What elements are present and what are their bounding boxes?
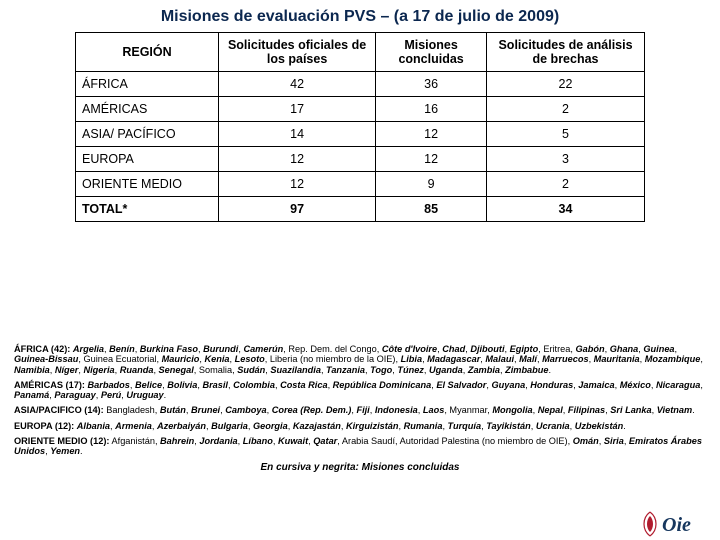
row-europa: EUROPA 12 12 3 bbox=[76, 147, 645, 172]
cell-num: 97 bbox=[219, 197, 376, 222]
note-body: Bangladesh, Bután, Brunei, Camboya, Core… bbox=[106, 405, 695, 415]
cell-num: 12 bbox=[219, 147, 376, 172]
note-head: ASIA/PACIFICO (14): bbox=[14, 405, 104, 415]
cell-num: 14 bbox=[219, 122, 376, 147]
footnotes-block: ÁFRICA (42): Argelia, Benín, Burkina Fas… bbox=[14, 344, 706, 473]
note-oriente: ORIENTE MEDIO (12): Afganistán, Bahrein,… bbox=[14, 436, 706, 457]
note-head: ÁFRICA (42): bbox=[14, 344, 70, 354]
svg-text:Oie: Oie bbox=[662, 514, 691, 536]
slide-title: Misiones de evaluación PVS – (a 17 de ju… bbox=[14, 8, 706, 26]
cell-num: 12 bbox=[219, 172, 376, 197]
note-head: AMÉRICAS (17): bbox=[14, 380, 85, 390]
col-misiones: Misiones concluidas bbox=[376, 33, 487, 72]
cell-region: ORIENTE MEDIO bbox=[76, 172, 219, 197]
cell-num: 36 bbox=[376, 72, 487, 97]
cell-num: 5 bbox=[487, 122, 645, 147]
oie-logo: Oie bbox=[640, 510, 704, 538]
cell-num: 22 bbox=[487, 72, 645, 97]
row-africa: ÁFRICA 42 36 22 bbox=[76, 72, 645, 97]
note-africa: ÁFRICA (42): Argelia, Benín, Burkina Fas… bbox=[14, 344, 706, 375]
col-sol-of: Solicitudes oficiales de los países bbox=[219, 33, 376, 72]
note-europa: EUROPA (12): Albania, Armenia, Azerbaiyá… bbox=[14, 421, 706, 431]
cell-num: 42 bbox=[219, 72, 376, 97]
cell-num: 16 bbox=[376, 97, 487, 122]
cell-num: 12 bbox=[376, 122, 487, 147]
cell-region: AMÉRICAS bbox=[76, 97, 219, 122]
note-body: Albania, Armenia, Azerbaiyán, Bulgaria, … bbox=[77, 421, 626, 431]
cell-num: 9 bbox=[376, 172, 487, 197]
col-region: REGIÓN bbox=[76, 33, 219, 72]
note-body: Argelia, Benín, Burkina Faso, Burundi, C… bbox=[14, 344, 703, 375]
note-head: ORIENTE MEDIO (12): bbox=[14, 436, 109, 446]
note-body: Barbados, Belice, Bolivia, Brasil, Colom… bbox=[14, 380, 703, 400]
note-head: EUROPA (12): bbox=[14, 421, 74, 431]
col-sol-an: Solicitudes de análisis de brechas bbox=[487, 33, 645, 72]
cell-num: 3 bbox=[487, 147, 645, 172]
row-americas: AMÉRICAS 17 16 2 bbox=[76, 97, 645, 122]
cell-num: 85 bbox=[376, 197, 487, 222]
note-body: Afganistán, Bahrein, Jordania, Líbano, K… bbox=[14, 436, 702, 456]
cell-num: 12 bbox=[376, 147, 487, 172]
row-total: TOTAL* 97 85 34 bbox=[76, 197, 645, 222]
note-asia: ASIA/PACIFICO (14): Bangladesh, Bután, B… bbox=[14, 405, 706, 415]
cell-num: 17 bbox=[219, 97, 376, 122]
pvs-table: REGIÓN Solicitudes oficiales de los país… bbox=[75, 32, 645, 222]
cell-region: EUROPA bbox=[76, 147, 219, 172]
note-americas: AMÉRICAS (17): Barbados, Belice, Bolivia… bbox=[14, 380, 706, 401]
cell-region: ÁFRICA bbox=[76, 72, 219, 97]
cell-num: 2 bbox=[487, 172, 645, 197]
cell-num: 34 bbox=[487, 197, 645, 222]
cell-region: TOTAL* bbox=[76, 197, 219, 222]
cell-num: 2 bbox=[487, 97, 645, 122]
legend: En cursiva y negrita: Misiones concluida… bbox=[14, 462, 706, 473]
row-oriente: ORIENTE MEDIO 12 9 2 bbox=[76, 172, 645, 197]
cell-region: ASIA/ PACÍFICO bbox=[76, 122, 219, 147]
row-asia: ASIA/ PACÍFICO 14 12 5 bbox=[76, 122, 645, 147]
